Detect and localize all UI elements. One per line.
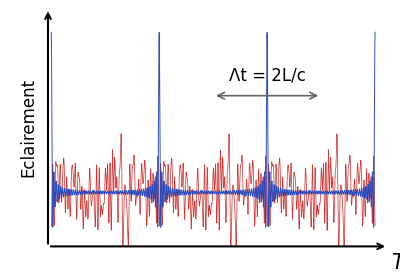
Text: Eclairement: Eclairement <box>20 78 38 177</box>
Text: Temps: Temps <box>391 253 400 273</box>
Text: Λt = 2L/c: Λt = 2L/c <box>229 67 306 85</box>
